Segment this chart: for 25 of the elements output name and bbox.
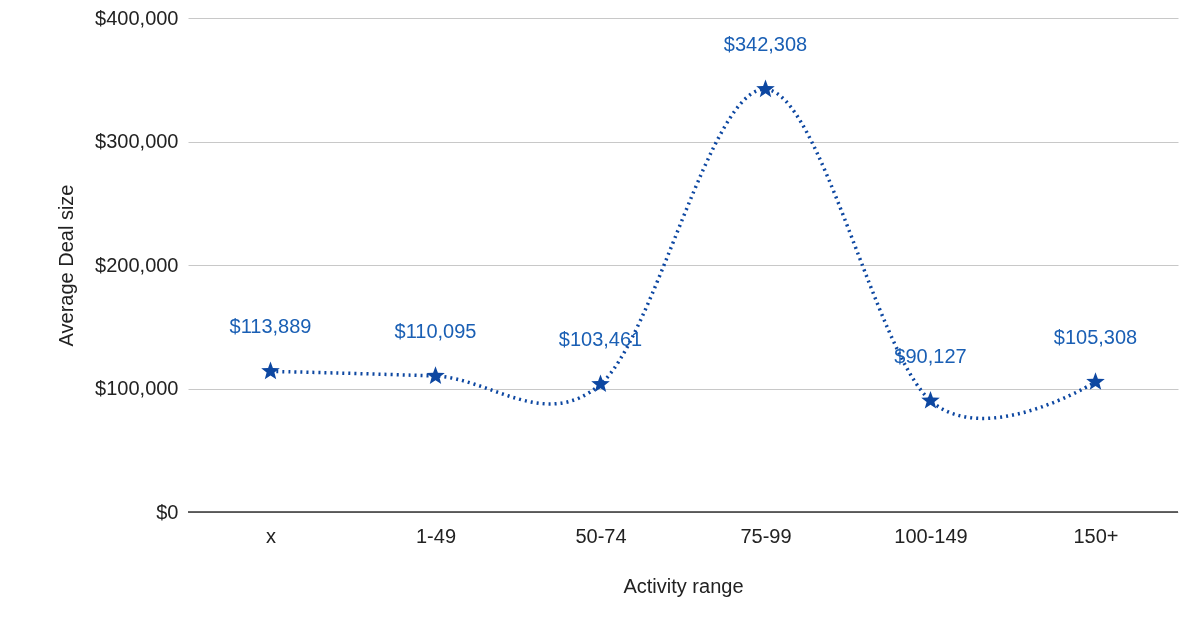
data-label: $342,308 bbox=[723, 33, 808, 56]
point bbox=[1086, 372, 1105, 390]
data-label: $113,889 bbox=[229, 315, 312, 338]
point bbox=[921, 390, 940, 409]
x-tick-label: x bbox=[266, 524, 276, 547]
point bbox=[426, 366, 445, 384]
x-tick-label: 100-149 bbox=[894, 524, 968, 547]
data-label: $103,461 bbox=[558, 328, 643, 351]
y-axis-title: Average Deal size bbox=[55, 184, 78, 347]
y-tick-label: $400,000 bbox=[95, 6, 179, 29]
y-tick-label: $100,000 bbox=[95, 377, 179, 399]
point bbox=[756, 79, 775, 98]
point bbox=[261, 361, 280, 380]
y-tick-label: $0 bbox=[156, 500, 179, 523]
point bbox=[591, 374, 610, 393]
y-tick-label: $200,000 bbox=[95, 253, 179, 276]
data-label: $90,127 bbox=[894, 344, 967, 367]
data-label: $105,308 bbox=[1053, 325, 1138, 348]
x-tick-label: 150+ bbox=[1073, 524, 1119, 547]
y-tick-label: $300,000 bbox=[95, 130, 179, 152]
x-tick-label: 75-99 bbox=[740, 524, 792, 547]
x-tick-label: 50-74 bbox=[575, 524, 627, 547]
data-label: $110,095 bbox=[394, 320, 477, 343]
x-tick-label: 1-49 bbox=[415, 524, 457, 547]
x-axis-title: Activity range bbox=[623, 574, 744, 597]
